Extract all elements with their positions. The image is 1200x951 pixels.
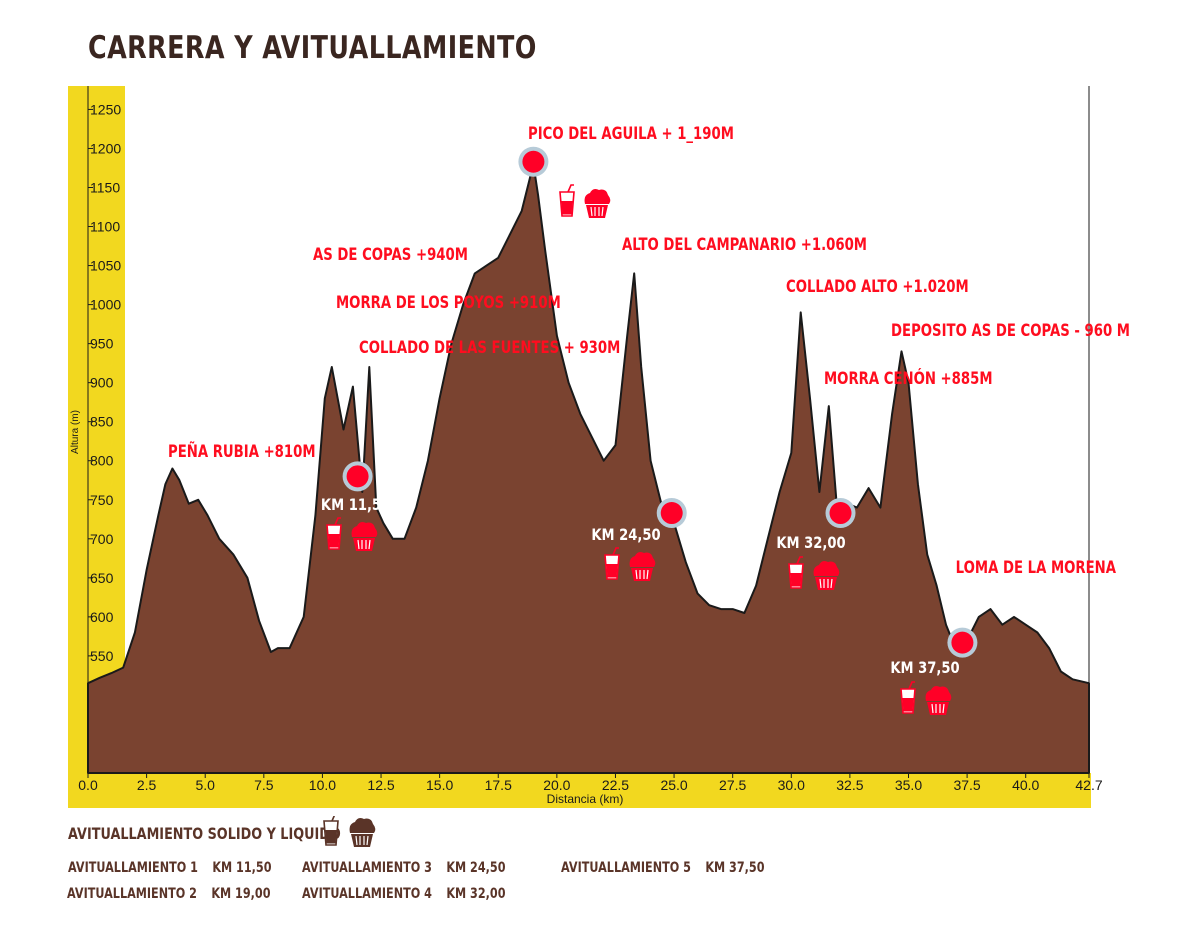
y-tick-label: 600	[90, 609, 114, 625]
aid-marker	[829, 502, 852, 525]
aid-km-label: KM 37,50	[890, 659, 959, 678]
x-axis-band	[68, 773, 1091, 808]
x-tick-label: 2.5	[137, 777, 157, 793]
peak-label: ALTO DEL CAMPANARIO +1.060M	[622, 234, 867, 254]
x-tick-label: 30.0	[778, 777, 805, 793]
peak-label: PEÑA RUBIA +810M	[168, 440, 316, 461]
stop-2: AVITUALLAMIENTO 2 KM 19,00	[67, 886, 270, 902]
stop-4: AVITUALLAMIENTO 4 KM 32,00	[302, 886, 505, 902]
x-tick-label: 42.7	[1075, 777, 1102, 793]
x-tick-label: 37.5	[953, 777, 980, 793]
aid-markers	[342, 146, 978, 658]
x-tick-label: 27.5	[719, 777, 746, 793]
legend-title: AVITUALLAMIENTO SOLIDO Y LIQUIDO	[68, 824, 341, 843]
y-tick-label: 700	[90, 531, 114, 547]
aid-marker	[951, 631, 974, 654]
legend-icons	[323, 816, 376, 848]
y-axis-label: Altura (m)	[70, 410, 81, 454]
peak-label: MORRA CENÓN +885M	[824, 367, 993, 388]
x-tick-label: 7.5	[254, 777, 274, 793]
elevation-profile	[87, 163, 1090, 774]
y-tick-label: 800	[90, 453, 114, 469]
peak-label: COLLADO ALTO +1.020M	[786, 276, 969, 296]
y-tick-label: 1200	[90, 140, 121, 156]
y-tick-label: 650	[90, 570, 114, 586]
x-axis-label: Distancia (km)	[547, 792, 624, 806]
stop-1: AVITUALLAMIENTO 1 KM 11,50	[68, 860, 271, 876]
x-tick-label: 0.0	[78, 777, 98, 793]
y-tick-label: 750	[90, 492, 114, 508]
aid-marker	[522, 150, 545, 173]
x-tick-label: 17.5	[485, 777, 512, 793]
stop-name: AVITUALLAMIENTO 3	[302, 860, 432, 876]
stop-km: KM 11,50	[212, 860, 272, 876]
aid-km-labels: KM 11,5 KM 24,50 KM 32,00 KM 37,50	[321, 496, 960, 678]
x-tick-label: 12.5	[367, 777, 394, 793]
drink-icon	[559, 184, 575, 217]
y-tick-label: 1100	[90, 219, 120, 235]
peak-label: PICO DEL AGUILA + 1_190M	[528, 123, 734, 143]
stop-name: AVITUALLAMIENTO 5	[561, 860, 691, 876]
x-tick-label: 20.0	[543, 777, 570, 793]
muffin-icon	[583, 188, 611, 219]
y-tick-label: 550	[90, 648, 114, 664]
peak-label: DEPOSITO AS DE COPAS - 960 M	[891, 320, 1130, 340]
peak-label: COLLADO DE LAS FUENTES + 930M	[359, 337, 620, 357]
x-tick-label: 5.0	[195, 777, 215, 793]
aid-km-label: KM 24,50	[591, 526, 660, 545]
stop-name: AVITUALLAMIENTO 4	[302, 886, 432, 902]
x-tick-label: 22.5	[602, 777, 629, 793]
y-tick-label: 850	[90, 414, 114, 430]
muffin-icon	[348, 817, 376, 848]
stop-km: KM 24,50	[446, 860, 506, 876]
x-tick-label: 25.0	[660, 777, 687, 793]
aid-km-label: KM 32,00	[776, 534, 845, 553]
y-tick-label: 1000	[90, 297, 121, 313]
x-tick-label: 10.0	[309, 777, 336, 793]
x-tick-label: 40.0	[1012, 777, 1039, 793]
peak-label: AS DE COPAS +940M	[313, 244, 468, 264]
aid-marker	[346, 465, 369, 488]
start-band	[88, 86, 125, 776]
y-tick-label: 1150	[90, 179, 120, 195]
y-tick-label: 1250	[90, 101, 121, 117]
x-axis-ticks: 0.0 2.5 5.0 7.5 10.0 12.5 15.0 17.5 20.0 22.5 25.0…	[78, 773, 1103, 793]
drink-icon	[323, 816, 339, 846]
y-tick-label: 950	[90, 336, 114, 352]
elevation-chart: 4505005506006507007508008509009501000105…	[68, 86, 1130, 808]
aid-marker	[660, 502, 683, 525]
peak-label: LOMA DE LA MORENA	[956, 557, 1116, 577]
y-axis-band	[68, 86, 88, 808]
stop-name: AVITUALLAMIENTO 2	[67, 886, 197, 902]
peak-label: MORRA DE LOS POYOS +910M	[336, 292, 561, 312]
stop-km: KM 32,00	[446, 886, 506, 902]
stop-name: AVITUALLAMIENTO 1	[68, 860, 198, 876]
page-title: CARRERA Y AVITUALLAMIENTO	[88, 30, 537, 66]
x-tick-label: 15.0	[426, 777, 453, 793]
stop-km: KM 37,50	[705, 860, 765, 876]
aid-km-label: KM 11,5	[321, 496, 381, 515]
stop-3: AVITUALLAMIENTO 3 KM 24,50	[302, 860, 505, 876]
y-tick-label: 1050	[90, 258, 121, 274]
peak-labels: PEÑA RUBIA +810M AS DE COPAS +940M MORRA D…	[168, 123, 1130, 577]
stop-km: KM 19,00	[211, 886, 271, 902]
stop-5: AVITUALLAMIENTO 5 KM 37,50	[561, 860, 764, 876]
x-tick-label: 32.5	[836, 777, 863, 793]
y-tick-label: 900	[90, 375, 114, 391]
x-tick-label: 35.0	[895, 777, 922, 793]
